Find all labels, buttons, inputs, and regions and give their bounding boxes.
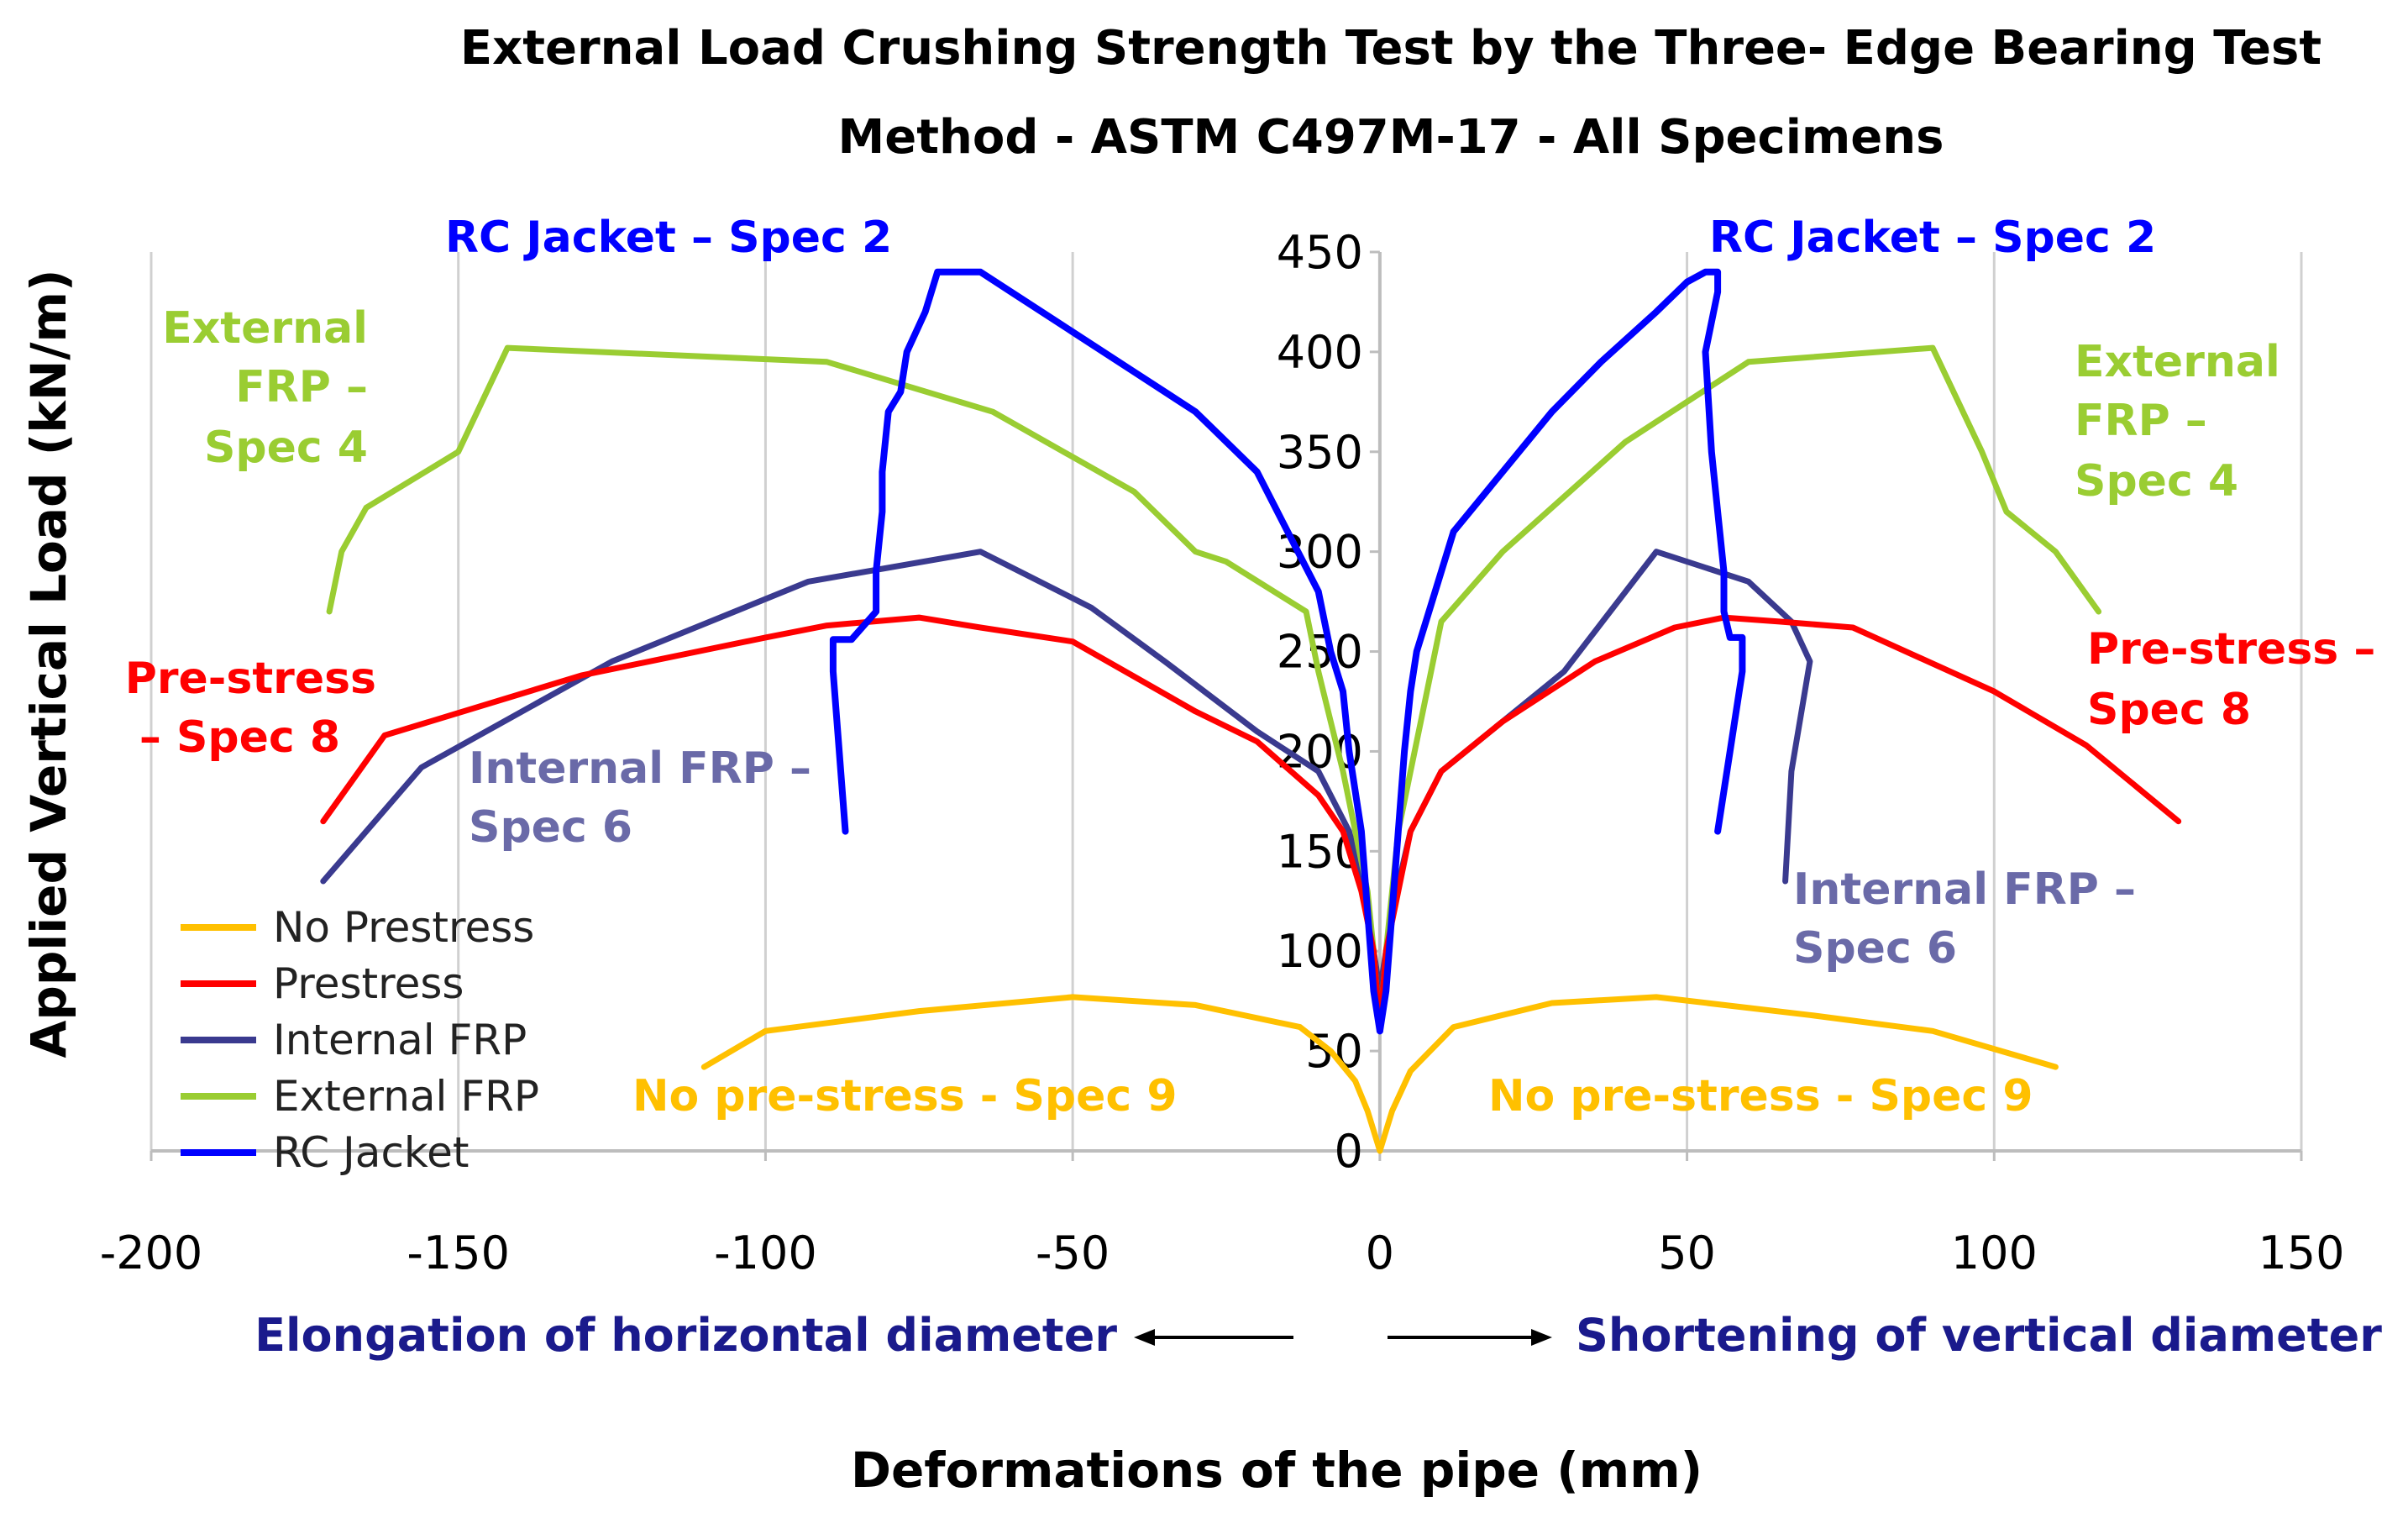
annotation-label: FRP – [235, 362, 368, 412]
annotation-label: Spec 8 [2087, 685, 2251, 735]
direction-label-right: Shortening of vertical diameter [1576, 1309, 2382, 1362]
legend-label: External FRP [273, 1072, 539, 1121]
series-no-prestress [700, 994, 2059, 1154]
legend-label: Prestress [273, 959, 464, 1008]
annotation-label: RC Jacket – Spec 2 [1709, 213, 2156, 263]
series-line-left [320, 549, 1383, 995]
chart-title-line-1: External Load Crushing Strength Test by … [460, 21, 2321, 76]
annotation-label: Pre-stress – [2087, 624, 2375, 675]
annotation-label: No pre-stress - Spec 9 [1488, 1071, 2033, 1121]
y-tick-label: 0 [1334, 1125, 1362, 1178]
y-tick-label: 450 [1277, 226, 1363, 279]
legend-label: RC Jacket [273, 1128, 469, 1177]
annotation-label: – Spec 8 [139, 712, 340, 763]
annotation-label: No pre-stress - Spec 9 [632, 1071, 1178, 1121]
x-tick-labels: -200 -150 -100 -50 0 50 100 150 [100, 1226, 2345, 1279]
y-tick-label: 350 [1277, 426, 1363, 479]
annotation-label: Spec 6 [1793, 923, 1957, 974]
x-tick-label: 100 [1951, 1226, 2038, 1279]
annotation-label: FRP – [2075, 396, 2207, 446]
series-line-left [700, 994, 1383, 1154]
x-axis-label: Deformations of the pipe (mm) [851, 1442, 1702, 1499]
annotation-label: RC Jacket – Spec 2 [445, 213, 892, 263]
legend-label: No Prestress [273, 903, 534, 952]
annotation-label: Pre-stress [125, 654, 376, 704]
left-arrow [1134, 1329, 1293, 1346]
annotations: RC Jacket – Spec 2 RC Jacket – Spec 2 Exte… [125, 213, 2376, 1121]
x-tick-label: -100 [714, 1226, 817, 1279]
series-rc-jacket [829, 268, 1746, 1035]
x-tick-label: -50 [1036, 1226, 1110, 1279]
annotation-label: External [2075, 337, 2280, 387]
chart-title-line-2: Method - ASTM C497M-17 - All Specimens [838, 110, 1944, 165]
y-tick-label: 400 [1277, 326, 1363, 379]
series-line-left [326, 344, 1383, 1034]
series-prestress [320, 614, 2182, 1034]
annotation-label: Internal FRP – [469, 743, 811, 794]
legend-label: Internal FRP [273, 1016, 527, 1064]
series-line-left [320, 614, 1383, 1034]
annotation-label: Spec 4 [2075, 456, 2238, 507]
y-tick-label: 100 [1277, 925, 1363, 978]
x-tick-label: -200 [100, 1226, 203, 1279]
x-tick-label: 150 [2258, 1226, 2344, 1279]
x-tick-label: -150 [407, 1226, 510, 1279]
x-tick-label: 0 [1366, 1226, 1394, 1279]
annotation-label: External [162, 303, 368, 354]
legend: No Prestress Prestress Internal FRP Externa… [181, 903, 539, 1177]
annotation-label: Spec 4 [204, 423, 368, 473]
series-line-right [1377, 994, 2059, 1154]
x-tick-label: 50 [1658, 1226, 1716, 1279]
y-axis-label: Applied Vertical Load (kN/m) [20, 270, 77, 1058]
series-line-right [1376, 268, 1746, 1035]
series-line-left [829, 268, 1383, 1035]
right-arrow [1388, 1329, 1552, 1346]
annotation-label: Internal FRP – [1793, 864, 2136, 915]
direction-label-left: Elongation of horizontal diameter [254, 1309, 1117, 1362]
series-line-right [1377, 614, 2182, 1034]
annotation-label: Spec 6 [469, 802, 632, 853]
series-layer [320, 268, 2182, 1154]
